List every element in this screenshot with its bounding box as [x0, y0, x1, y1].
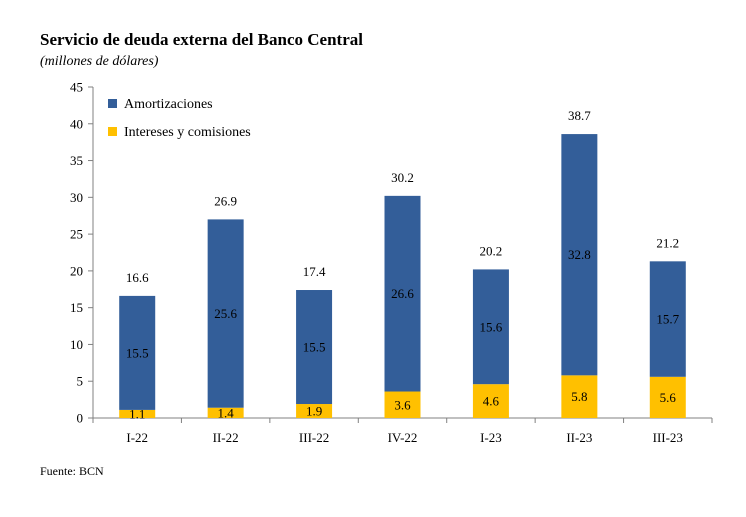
bar-amortizaciones: [649, 261, 686, 377]
data-label-amortizaciones: 32.8: [568, 247, 591, 262]
bar-amortizaciones: [384, 195, 421, 392]
data-label-intereses: 1.1: [129, 406, 145, 421]
data-label-intereses: 5.6: [660, 390, 677, 405]
data-label-intereses: 5.8: [571, 389, 587, 404]
y-tick-label: 45: [70, 80, 83, 95]
bar-amortizaciones: [119, 295, 156, 410]
data-label-amortizaciones: 15.7: [656, 312, 679, 327]
data-label-total: 16.6: [126, 270, 149, 285]
data-label-total: 21.2: [656, 235, 679, 250]
legend-label: Amortizaciones: [124, 97, 213, 112]
bar-amortizaciones: [472, 269, 509, 385]
bar-intereses: [119, 409, 156, 418]
data-label-amortizaciones: 26.6: [391, 286, 414, 301]
y-tick-label: 10: [70, 337, 83, 352]
y-tick-label: 5: [77, 374, 84, 389]
data-label-intereses: 3.6: [394, 397, 411, 412]
bar-amortizaciones: [561, 134, 598, 376]
bar-intereses: [207, 407, 244, 418]
data-label-intereses: 1.4: [218, 405, 235, 420]
legend-swatch: [108, 99, 117, 108]
x-tick-label: I-22: [126, 430, 148, 445]
data-label-amortizaciones: 15.5: [303, 340, 326, 355]
legend-label: Intereses y comisiones: [124, 125, 251, 140]
x-tick-label: III-23: [653, 430, 683, 445]
data-label-amortizaciones: 15.5: [126, 345, 149, 360]
data-label-total: 30.2: [391, 170, 414, 185]
bar-intereses: [472, 384, 509, 418]
x-tick-label: II-22: [213, 430, 239, 445]
bar-intereses: [384, 391, 421, 418]
data-label-total: 26.9: [214, 193, 237, 208]
bar-intereses: [649, 376, 686, 418]
y-tick-label: 40: [70, 116, 83, 131]
data-label-total: 38.7: [568, 108, 591, 123]
x-tick-label: I-23: [480, 430, 502, 445]
bar-amortizaciones: [207, 219, 244, 408]
legend-swatch: [108, 127, 117, 136]
data-label-amortizaciones: 15.6: [480, 319, 503, 334]
x-tick-label: II-23: [566, 430, 592, 445]
data-label-total: 17.4: [303, 264, 326, 279]
x-tick-label: IV-22: [388, 430, 418, 445]
chart-title: Servicio de deuda externa del Banco Cent…: [40, 30, 363, 49]
data-label-amortizaciones: 25.6: [214, 306, 237, 321]
data-label-intereses: 1.9: [306, 404, 322, 419]
bar-amortizaciones: [296, 290, 333, 405]
chart-subtitle: (millones de dólares): [40, 54, 159, 69]
y-tick-label: 25: [70, 227, 83, 242]
y-tick-label: 20: [70, 263, 83, 278]
source-note: Fuente: BCN: [40, 464, 104, 478]
data-label-total: 20.2: [480, 243, 503, 258]
bar-intereses: [561, 375, 598, 418]
y-tick-label: 0: [77, 411, 84, 426]
y-tick-label: 30: [70, 190, 83, 205]
y-tick-label: 35: [70, 153, 83, 168]
x-tick-label: III-22: [299, 430, 329, 445]
data-label-intereses: 4.6: [483, 394, 500, 409]
y-tick-label: 15: [70, 300, 83, 315]
bar-intereses: [296, 404, 333, 418]
